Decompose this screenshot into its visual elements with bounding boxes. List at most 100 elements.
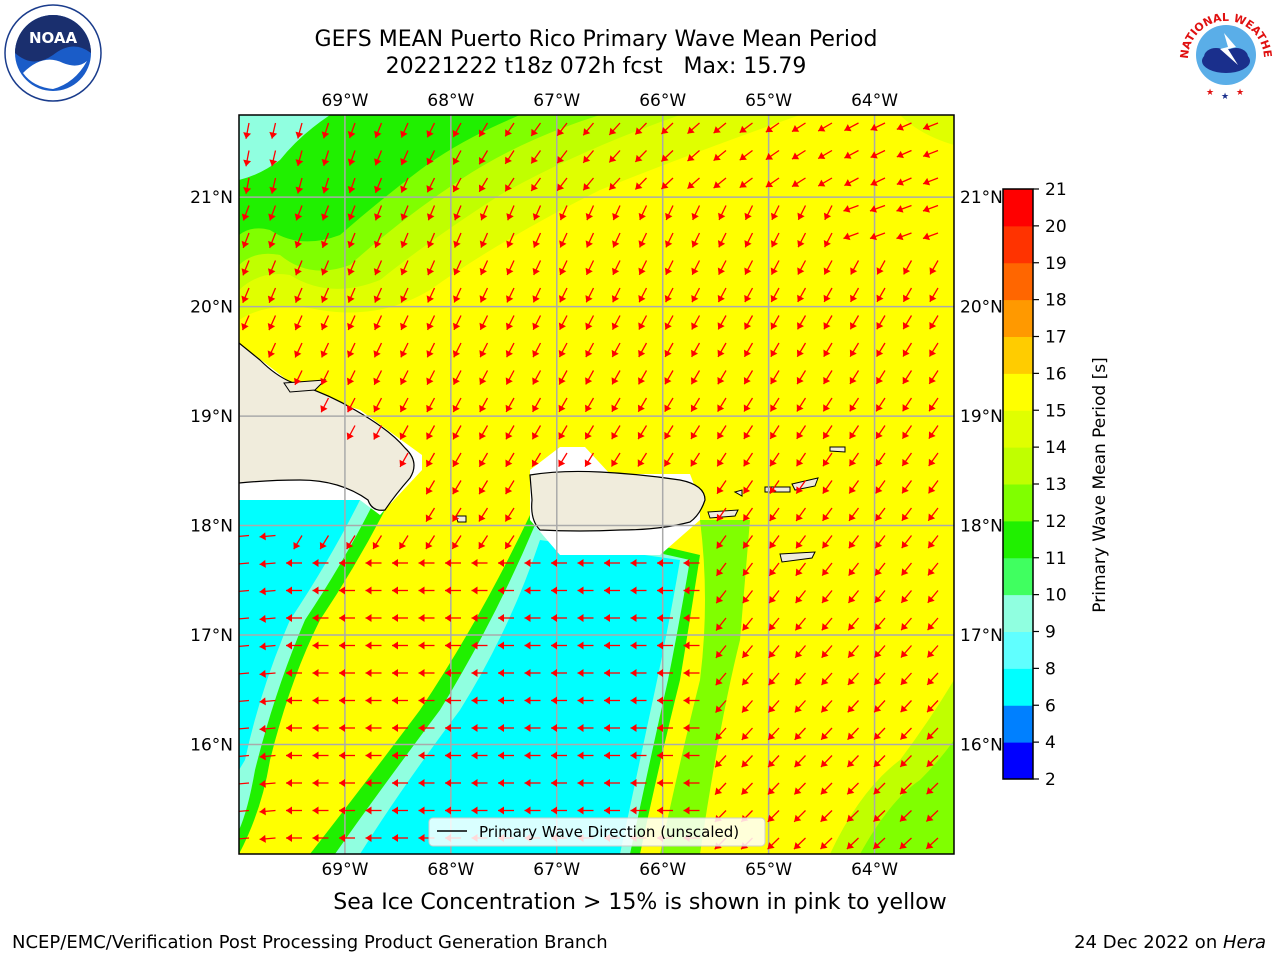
wave-arrow-head (929, 267, 937, 275)
wave-arrow-head (585, 322, 593, 330)
field-green-se-inner (860, 740, 954, 854)
land-culebra (733, 489, 743, 497)
wave-arrow-head (604, 586, 610, 595)
wave-arrow-head (583, 183, 591, 191)
wave-arrow-head (269, 131, 278, 139)
wave-arrow-head (243, 187, 252, 194)
wave-arrow-head (927, 677, 935, 685)
wave-arrow-head (478, 459, 486, 467)
wave-arrow-head (744, 212, 752, 220)
wave-arrow-head (453, 322, 461, 330)
wave-arrow-head (744, 240, 752, 248)
wave-arrow-head (365, 724, 372, 732)
wave-arrow-head (715, 787, 723, 795)
wave-arrow-head (532, 377, 540, 385)
wave-arrow-head (392, 696, 398, 705)
wave-arrow-head (741, 787, 749, 795)
wave-arrow-head (821, 732, 829, 740)
axis-labels: 69°W 69°W 68°W 68°W 67°W 67°W 66°W 66°W 65°W 65°W… (190, 91, 1003, 880)
wave-arrow-head (418, 586, 425, 595)
wave-arrow-head (896, 123, 904, 131)
wave-arrow-head (637, 431, 645, 440)
wave-arrow-head (717, 459, 724, 467)
wave-arrow-head (241, 295, 249, 303)
wave-arrow-head (418, 779, 425, 787)
wave-arrow-head (426, 240, 435, 248)
wave-arrow-head (769, 568, 777, 576)
wave-arrow-head (664, 377, 672, 385)
lon-label-bottom: 69°W (321, 860, 368, 880)
wave-arrow-head (795, 623, 803, 631)
wave-arrow-head (321, 186, 330, 194)
wave-arrow-head (630, 641, 637, 650)
wave-arrow-head (630, 751, 637, 760)
wave-arrow-head (321, 131, 330, 139)
wave-arrow-head (661, 126, 669, 135)
wave-arrow-shaft (239, 782, 250, 785)
wave-arrow-head (794, 787, 802, 795)
wave-arrow-head (259, 587, 266, 596)
wave-arrow-head (717, 486, 724, 494)
wave-arrow-head (687, 126, 695, 134)
wave-arrow-head (373, 295, 382, 303)
wave-arrow-head (347, 295, 355, 303)
colorbar-swatch (1003, 410, 1033, 448)
wave-arrow-head (820, 814, 828, 822)
wave-arrow-head (241, 323, 249, 331)
wave-arrow-head (844, 124, 852, 132)
wave-arrow-head (498, 559, 504, 567)
wave-arrow-head (797, 322, 804, 330)
wave-arrow-head (796, 486, 804, 494)
colorbar-tick-label: 20 (1045, 217, 1067, 237)
wave-arrow-head (471, 586, 478, 595)
wave-arrow-head (532, 404, 540, 412)
wave-arrow-head (604, 806, 610, 815)
wave-arrow-head (286, 586, 292, 595)
wave-arrow-head (286, 614, 292, 622)
wave-arrow-head (928, 513, 936, 521)
wave-arrow-head (899, 814, 908, 822)
legend: Primary Wave Direction (unscaled) (428, 817, 766, 847)
wave-arrow-head (848, 568, 856, 576)
wave-arrow-head (505, 541, 512, 549)
wave-arrow-head (683, 696, 690, 705)
wave-arrow-head (524, 669, 531, 677)
wave-arrow-head (638, 267, 646, 275)
lat-label-left: 16°N (190, 736, 233, 756)
wave-arrow-head (797, 212, 805, 220)
wave-arrow-head (899, 841, 907, 849)
wave-arrow-head (849, 431, 857, 439)
wave-arrow-head (604, 669, 610, 677)
wave-arrow-head (479, 377, 487, 385)
wave-arrow-head (635, 182, 643, 190)
wave-arrow-head (902, 431, 910, 439)
wave-arrow-head (531, 459, 539, 467)
wave-arrow-head (687, 154, 695, 162)
wave-arrow-head (794, 760, 802, 768)
land-mona-island (455, 515, 467, 523)
wave-arrow-head (365, 669, 372, 677)
wave-arrow-head (661, 181, 669, 190)
wave-arrow-head (506, 240, 514, 248)
wave-arrow-head (742, 650, 750, 658)
wave-arrow-head (716, 596, 724, 604)
wave-arrow-head (347, 322, 355, 331)
wave-arrow-shaft (239, 699, 250, 703)
wave-arrow-head (843, 205, 851, 213)
wave-arrow-head (822, 486, 830, 494)
wave-arrow-head (259, 779, 266, 788)
wave-arrow-head (312, 751, 319, 760)
wave-arrow-head (392, 834, 398, 842)
wave-arrow-head (716, 568, 724, 576)
wave-arrow-head (551, 724, 557, 732)
wave-arrow-head (770, 212, 779, 220)
wave-arrow-head (926, 814, 934, 822)
wave-arrow-head (822, 458, 830, 467)
wave-arrow-head (847, 705, 855, 713)
wave-arrow-head (505, 432, 513, 440)
wave-arrow-head (717, 267, 725, 275)
wave-arrow-head (498, 669, 504, 677)
wave-arrow-head (259, 669, 266, 678)
wave-arrow-head (739, 125, 747, 133)
wave-arrow-head (453, 295, 461, 303)
